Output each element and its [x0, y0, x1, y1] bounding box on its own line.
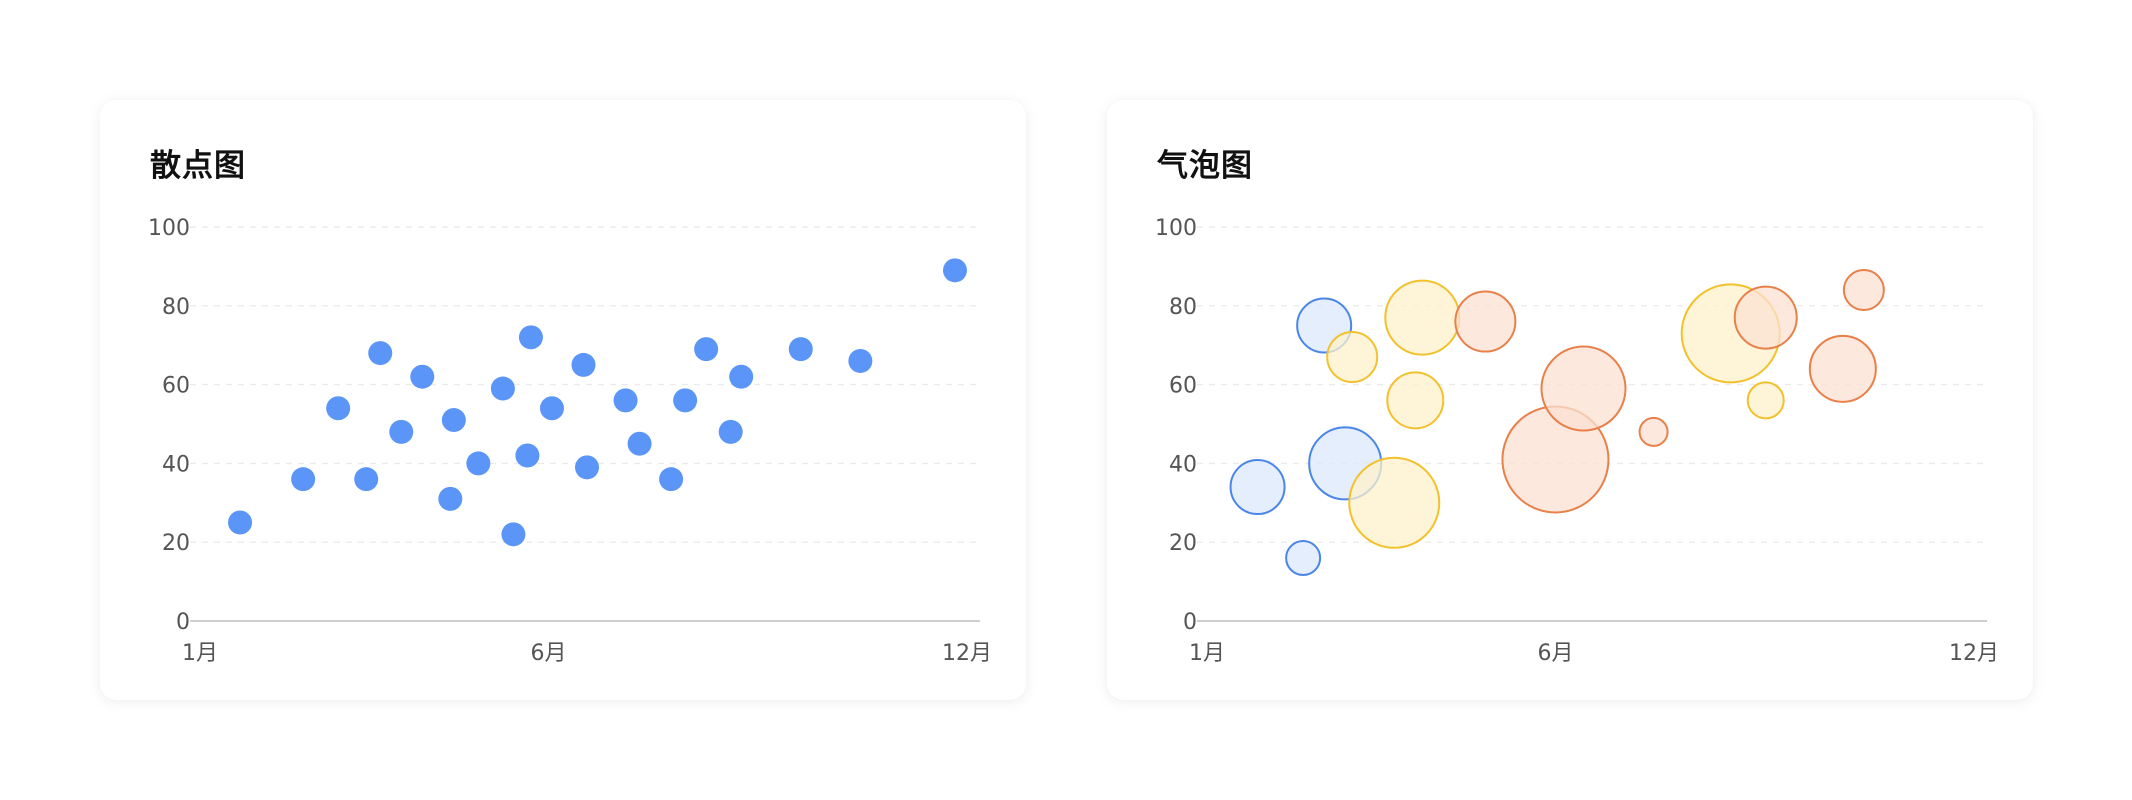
y-tick-label: 40: [1169, 452, 1197, 477]
y-tick-label: 80: [1169, 295, 1197, 320]
bubble-chart-title: 气泡图: [1157, 148, 1253, 184]
scatter-point: [410, 364, 435, 389]
y-tick-label: 100: [148, 216, 190, 241]
scatter-chart-card: 散点图 0 20 40 60 80 100 1月 6月 12月: [100, 100, 1026, 700]
x-tick-label: 1月: [1189, 641, 1225, 666]
bubble-point: [1808, 334, 1877, 403]
bubble-point: [1638, 416, 1669, 447]
scatter-point: [788, 337, 813, 362]
scatter-point: [613, 388, 638, 413]
scatter-point: [354, 467, 379, 492]
bubble-plot: 0 20 40 60 80 100 1月 6月 12月: [1155, 216, 1999, 666]
bubble-point: [1746, 381, 1785, 420]
scatter-point: [515, 443, 540, 468]
bubble-chart-card: 气泡图 0 20 40 60 80 100 1月 6月 12月: [1107, 100, 2033, 700]
scatter-plot: 0 20 40 60 80 100 1月 6月 12月: [148, 216, 992, 666]
y-tick-label: 80: [162, 295, 190, 320]
y-tick-label: 20: [1169, 531, 1197, 556]
scatter-chart-title: 散点图: [150, 148, 246, 184]
bubble-point: [1386, 371, 1445, 430]
scatter-point: [694, 337, 719, 362]
x-tick-label: 12月: [942, 641, 992, 666]
scatter-point: [490, 376, 515, 401]
bubble-point: [1348, 456, 1441, 549]
y-tick-label: 40: [162, 452, 190, 477]
scatter-point: [729, 364, 754, 389]
scatter-point: [438, 486, 463, 511]
scatter-point: [848, 348, 873, 373]
x-tick-label: 12月: [1949, 641, 1999, 666]
y-tick-label: 0: [176, 610, 190, 635]
bubble-point: [1540, 345, 1627, 432]
y-tick-label: 0: [1183, 610, 1197, 635]
scatter-point: [368, 341, 393, 366]
scatter-point: [291, 467, 316, 492]
scatter-point: [326, 396, 351, 421]
bubble-point: [1229, 459, 1286, 516]
scatter-point: [718, 419, 743, 444]
x-tick-label: 6月: [530, 641, 566, 666]
scatter-point: [659, 467, 684, 492]
scatter-point: [441, 408, 466, 433]
scatter-point: [539, 396, 564, 421]
x-tick-label: 1月: [182, 641, 218, 666]
y-tick-label: 20: [162, 531, 190, 556]
y-tick-label: 100: [1155, 216, 1197, 241]
scatter-point: [575, 455, 600, 480]
scatter-point: [228, 510, 253, 535]
bubble-point: [1842, 269, 1885, 312]
scatter-point: [501, 522, 526, 547]
y-tick-label: 60: [162, 374, 190, 399]
scatter-point: [571, 352, 596, 377]
x-tick-label: 6月: [1537, 641, 1573, 666]
scatter-point: [466, 451, 491, 476]
scatter-point: [389, 419, 414, 444]
scatter-point: [627, 431, 652, 456]
bubble-point: [1326, 331, 1379, 384]
bubble-point: [1733, 285, 1798, 350]
bubble-point: [1384, 279, 1461, 356]
bubble-point: [1454, 290, 1517, 353]
scatter-point: [942, 258, 967, 283]
y-tick-label: 60: [1169, 374, 1197, 399]
bubble-point: [1285, 539, 1322, 576]
scatter-point: [673, 388, 698, 413]
scatter-point: [518, 325, 543, 350]
